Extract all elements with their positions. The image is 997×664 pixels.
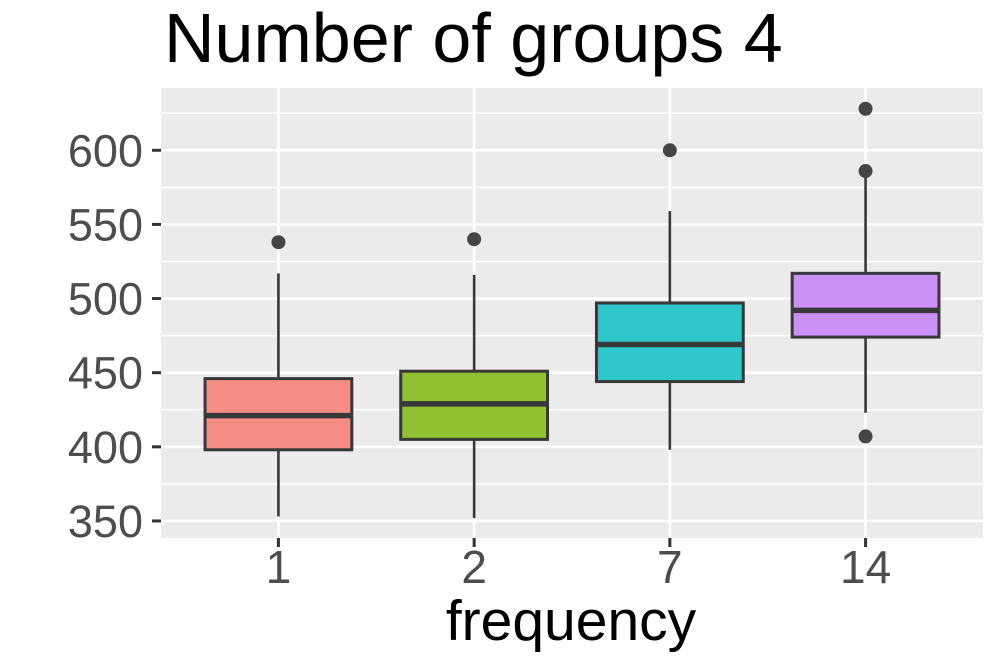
outlier-point bbox=[662, 143, 677, 158]
y-tick-label: 550 bbox=[68, 199, 143, 250]
x-axis-label: frequency bbox=[446, 589, 697, 653]
outlier-point bbox=[271, 235, 286, 250]
y-tick-label: 600 bbox=[68, 125, 143, 176]
x-tick-label: 1 bbox=[266, 541, 292, 593]
y-tick-label: 450 bbox=[68, 348, 143, 399]
y-tick-label: 500 bbox=[68, 274, 143, 325]
x-tick-label: 7 bbox=[657, 541, 683, 593]
box-layer bbox=[203, 101, 941, 518]
chart-title: Number of groups 4 bbox=[164, 0, 783, 77]
y-tick-label: 350 bbox=[68, 496, 143, 547]
x-tick-label: 2 bbox=[461, 541, 487, 593]
outlier-point bbox=[467, 232, 482, 247]
outlier-point bbox=[858, 164, 873, 179]
outlier-point bbox=[858, 101, 873, 116]
x-tick-label: 14 bbox=[840, 541, 891, 593]
axis-layer: 350 400 450 500 550 600 1 2 7 14 bbox=[68, 125, 891, 593]
y-tick-label: 400 bbox=[68, 422, 143, 473]
outlier-point bbox=[858, 429, 873, 444]
box-rect bbox=[790, 271, 941, 339]
